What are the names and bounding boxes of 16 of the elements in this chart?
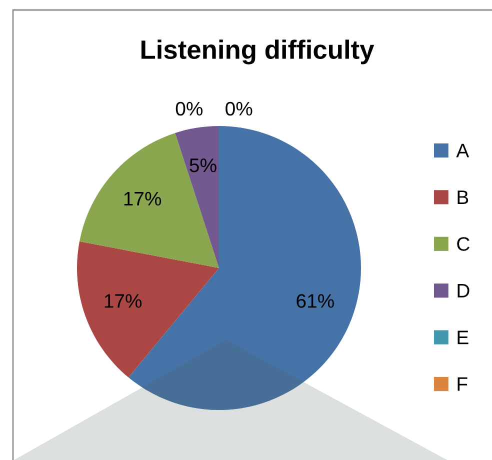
text: 0% <box>226 102 252 116</box>
pie-slice <box>80 132 219 268</box>
data-label: 17% <box>124 192 162 206</box>
legend-label: C <box>457 237 470 251</box>
legend-label: E <box>458 330 468 344</box>
data-label: 61% <box>296 294 334 308</box>
text: 0% <box>176 102 203 116</box>
pie-slice <box>77 241 219 378</box>
legend-label: A <box>456 144 470 158</box>
legend-label: D <box>458 284 470 298</box>
legend-label: F <box>458 377 468 391</box>
legend-label: B <box>458 190 468 204</box>
pie-slice <box>175 126 219 268</box>
chart-title: Listening difficulty <box>141 40 374 64</box>
data-label: 17% <box>104 294 142 308</box>
data-label: 5% <box>190 158 216 172</box>
